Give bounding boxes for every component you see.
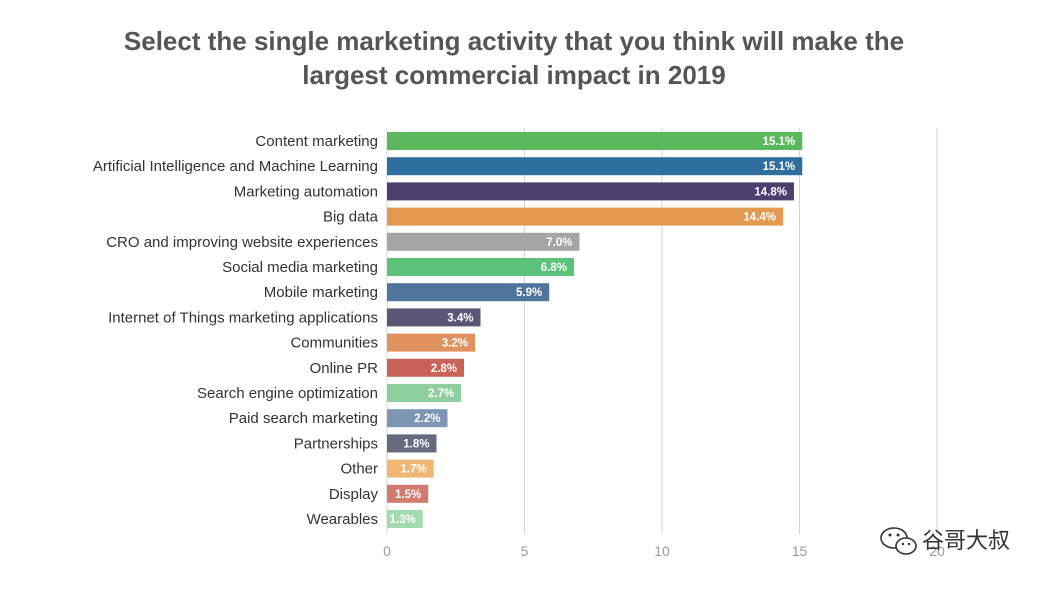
watermark: 谷哥大叔 [880,527,1010,555]
value-label: 1.5% [395,489,421,501]
category-label: Content marketing [255,133,378,150]
chart-title-line-2: largest commercial impact in 2019 [302,60,725,90]
value-labels: 15.1% 15.1% 14.8% 14.4% 7.0% 6.8% 5.9% 3.4% 3.2%… [390,136,796,526]
x-tick-label: 10 [654,543,670,559]
category-label: Mobile marketing [264,284,378,301]
category-label: Big data [323,209,379,226]
bar [387,384,462,402]
bar [387,232,580,251]
bar [387,409,448,428]
bar [387,182,794,201]
category-label: Search engine optimization [197,385,378,402]
bar [387,484,429,503]
x-tick-label: 20 [929,543,945,559]
bars [387,132,803,528]
value-label: 2.2% [414,413,440,425]
category-label: Communities [290,335,378,352]
value-label: 3.2% [442,338,468,350]
chart-title-line-1: Select the single marketing activity tha… [124,26,904,56]
value-label: 14.4% [743,212,776,224]
bar [387,333,475,352]
value-label: 3.4% [447,312,473,324]
value-label: 5.9% [516,287,542,299]
bar [387,283,550,302]
value-label: 2.7% [428,388,454,400]
value-label: 1.8% [403,438,429,450]
category-labels: Content marketing Artificial Intelligence… [93,133,379,528]
bar [387,459,434,478]
bar [387,308,481,327]
bar [387,207,783,226]
x-axis-ticks: 0 5 10 15 20 [383,543,945,559]
wechat-logo-icon [880,527,917,555]
value-label: 15.1% [763,161,796,173]
watermark-text: 谷哥大叔 [922,528,1010,553]
category-label: Internet of Things marketing application… [108,309,378,326]
category-label: Paid search marketing [229,410,378,427]
bar [387,157,803,176]
chart-title: Select the single marketing activity tha… [124,26,904,90]
category-label: Marketing automation [234,183,378,200]
x-tick-label: 5 [521,543,529,559]
x-tick-label: 15 [792,543,808,559]
category-label: Artificial Intelligence and Machine Lear… [93,158,378,175]
value-label: 2.8% [431,363,457,375]
x-tick-label: 0 [383,543,391,559]
category-label: Display [329,486,379,503]
value-label: 7.0% [546,237,572,249]
category-label: CRO and improving website experiences [106,234,378,251]
value-label: 1.7% [401,464,427,476]
bar [387,510,423,528]
category-label: Wearables [307,511,378,528]
category-label: Partnerships [294,435,378,452]
bar [387,358,464,377]
bar [387,258,574,276]
value-label: 6.8% [541,262,567,274]
bar [387,434,437,453]
category-label: Social media marketing [222,259,378,276]
bar [387,132,803,150]
value-label: 14.8% [754,186,787,198]
value-label: 15.1% [763,136,796,148]
value-label: 1.3% [390,514,416,526]
category-label: Online PR [310,360,379,377]
category-label: Other [340,461,378,478]
